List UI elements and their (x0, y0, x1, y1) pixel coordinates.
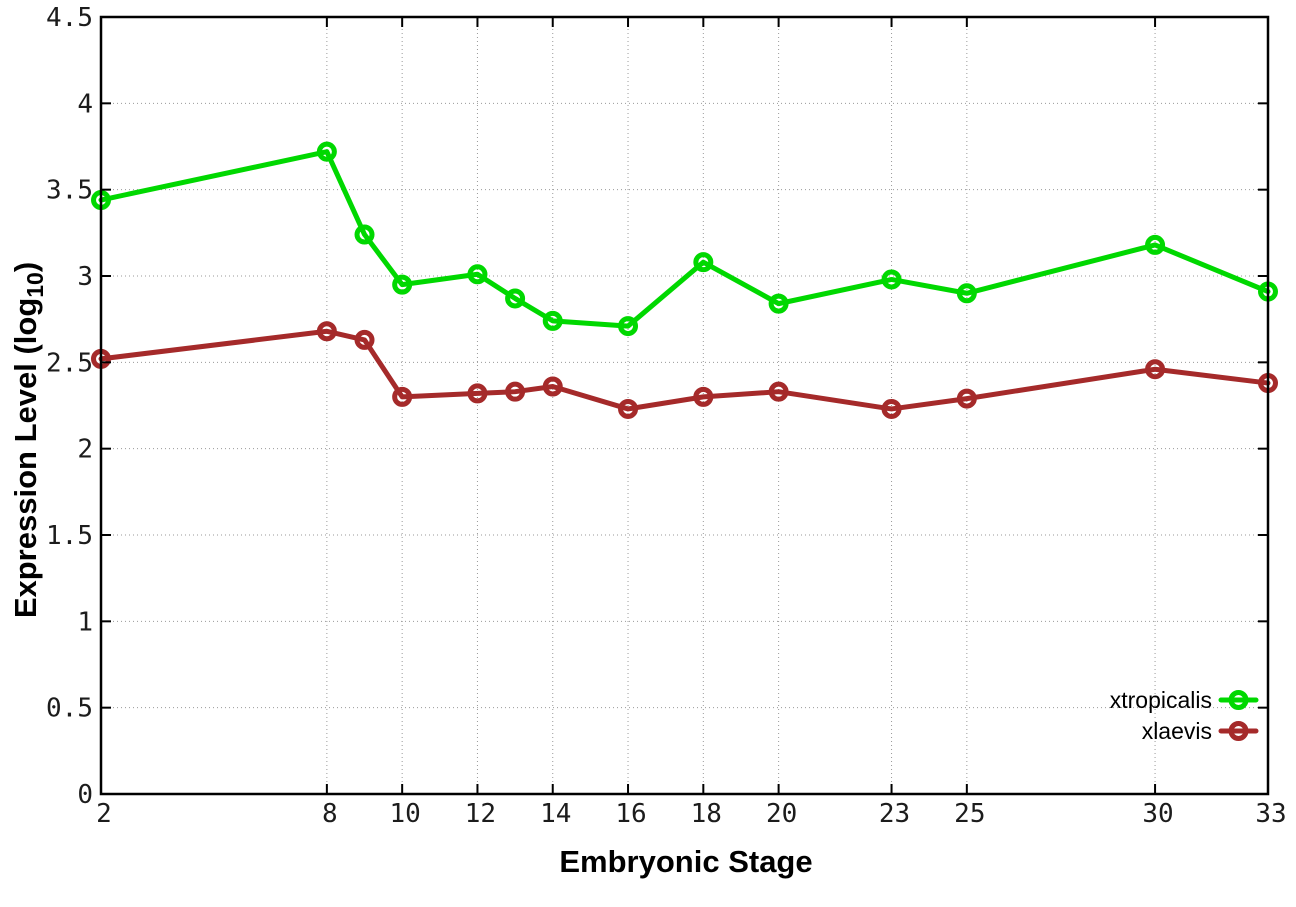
data-point-xlaevis (354, 329, 375, 350)
x-tick-labels: 2 8 10 12 14 16 18 20 23 25 30 33 (96, 799, 1286, 829)
data-point-xtropicalis (354, 224, 375, 245)
y-axis-title-close: ) (8, 262, 43, 272)
data-point-xlaevis (956, 388, 977, 409)
x-tick-label: 20 (766, 799, 797, 829)
data-point-xtropicalis (956, 283, 977, 304)
x-tick-label: 8 (322, 799, 338, 829)
y-tick-labels: 0 0.5 1 1.5 2 2.5 3 3.5 4 4.5 (46, 3, 93, 810)
data-point-xtropicalis (768, 293, 789, 314)
legend: xtropicalis xlaevis (1110, 687, 1259, 744)
data-point-xtropicalis (505, 288, 526, 309)
axis-ticks (100, 16, 1269, 795)
x-tick-label: 16 (615, 799, 646, 829)
x-tick-label: 33 (1255, 799, 1286, 829)
x-tick-label: 30 (1142, 799, 1173, 829)
x-tick-label: 10 (390, 799, 421, 829)
y-tick-label: 1.5 (46, 521, 93, 551)
series-line-xtropicalis (98, 149, 1271, 329)
data-point-xtropicalis (392, 274, 413, 295)
data-point-xlaevis (392, 386, 413, 407)
data-point-xlaevis (316, 321, 337, 342)
data-point-xtropicalis (542, 310, 563, 331)
data-point-xlaevis (505, 381, 526, 402)
data-point-xlaevis (542, 376, 563, 397)
data-point-xlaevis (881, 398, 902, 419)
x-tick-label: 14 (540, 799, 571, 829)
data-point-xlaevis (1145, 359, 1166, 380)
legend-sample-marker-xtropicalis (1228, 690, 1249, 710)
y-tick-label: 0.5 (46, 694, 93, 724)
x-tick-label: 25 (954, 799, 985, 829)
series-line-xlaevis (98, 328, 1271, 412)
series-container (91, 141, 1278, 419)
data-point-xlaevis (768, 381, 789, 402)
data-point-xtropicalis (618, 316, 639, 337)
y-tick-label: 0 (77, 780, 93, 810)
legend-entry-xlaevis: xlaevis (1142, 718, 1259, 744)
data-point-xtropicalis (316, 141, 337, 162)
data-point-xlaevis (693, 386, 714, 407)
legend-label-xlaevis: xlaevis (1142, 718, 1212, 744)
data-point-xtropicalis (881, 269, 902, 290)
y-tick-label: 3.5 (46, 176, 93, 206)
legend-entry-xtropicalis: xtropicalis (1110, 687, 1259, 713)
grid (101, 17, 1268, 794)
x-axis-title: Embryonic Stage (559, 844, 812, 879)
data-point-xtropicalis (467, 264, 488, 285)
y-tick-label: 3 (77, 262, 93, 292)
x-tick-label: 12 (465, 799, 496, 829)
y-tick-label: 4.5 (46, 3, 93, 33)
series-xlaevis (91, 321, 1278, 419)
y-axis-title: Expression Level (log10) (8, 262, 48, 618)
series-xtropicalis (91, 141, 1278, 337)
legend-sample-marker-xlaevis (1228, 721, 1249, 741)
data-point-xlaevis (467, 383, 488, 404)
data-point-xtropicalis (1145, 234, 1166, 255)
x-tick-label: 2 (96, 799, 112, 829)
y-tick-label: 2.5 (46, 348, 93, 378)
x-tick-label: 23 (879, 799, 910, 829)
y-tick-label: 1 (77, 607, 93, 637)
y-axis-title-subscript: 10 (22, 272, 48, 298)
data-point-xtropicalis (693, 252, 714, 273)
legend-label-xtropicalis: xtropicalis (1110, 687, 1212, 713)
x-tick-label: 18 (691, 799, 722, 829)
data-point-xlaevis (618, 398, 639, 419)
y-tick-label: 2 (77, 435, 93, 465)
y-tick-label: 4 (77, 89, 93, 119)
y-axis-title-main: Expression Level (log (8, 298, 43, 618)
plot-border (99, 15, 1270, 796)
